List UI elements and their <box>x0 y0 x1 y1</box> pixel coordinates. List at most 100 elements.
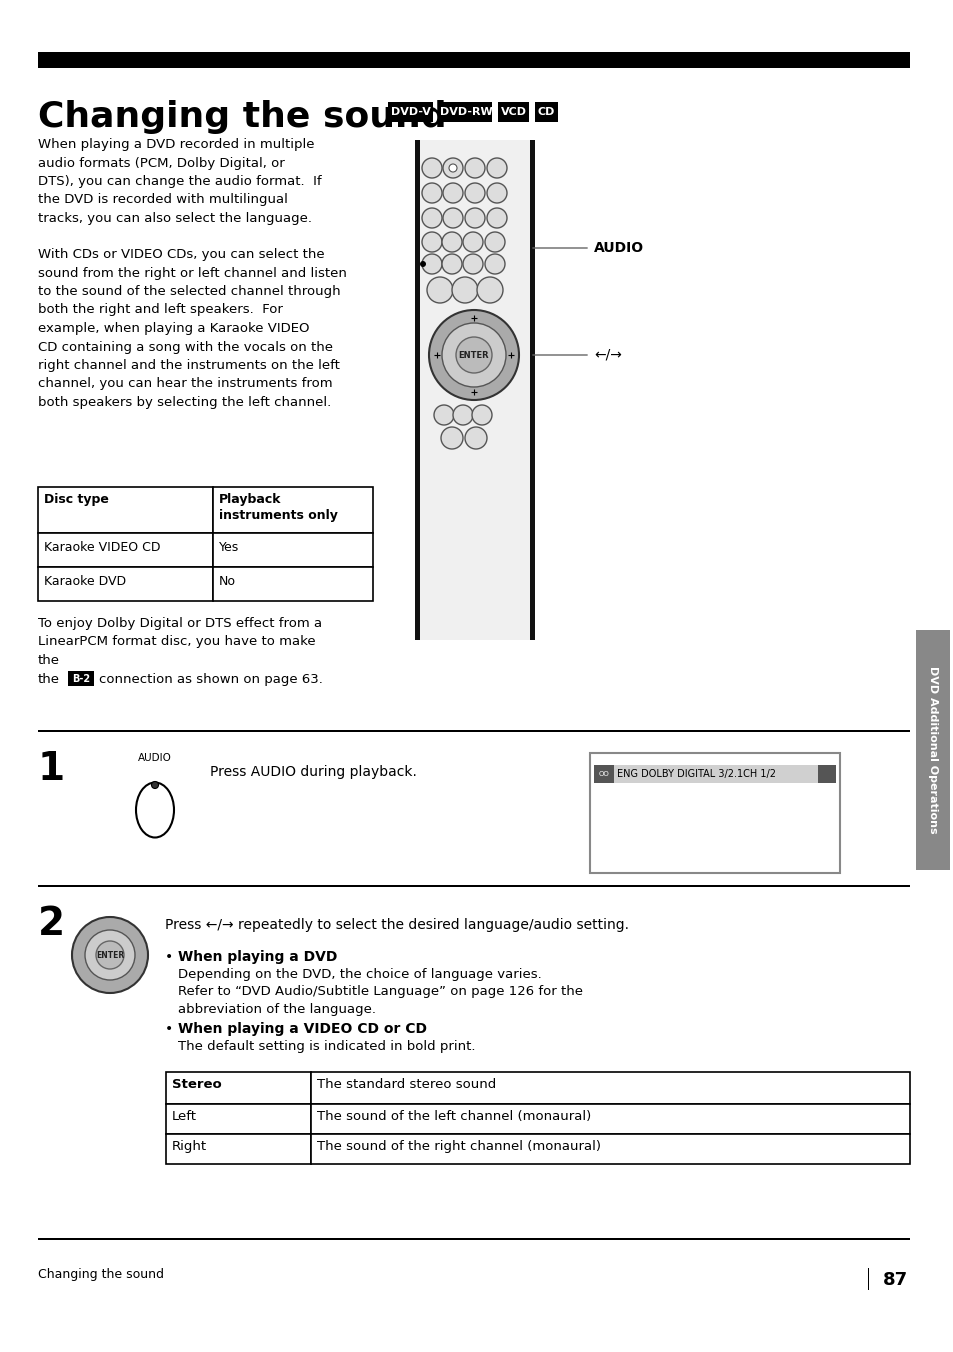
Circle shape <box>486 183 506 203</box>
Circle shape <box>441 254 461 274</box>
Circle shape <box>464 427 486 449</box>
Circle shape <box>484 233 504 251</box>
Text: Karaoke DVD: Karaoke DVD <box>44 575 126 588</box>
Text: Changing the sound: Changing the sound <box>38 100 446 134</box>
Circle shape <box>464 158 484 178</box>
Text: When playing a VIDEO CD or CD: When playing a VIDEO CD or CD <box>178 1022 427 1036</box>
Bar <box>594 765 614 783</box>
Bar <box>68 671 94 685</box>
Text: With CDs or VIDEO CDs, you can select the
sound from the right or left channel a: With CDs or VIDEO CDs, you can select th… <box>38 247 347 410</box>
Bar <box>915 630 949 869</box>
Text: Left: Left <box>172 1110 196 1124</box>
Bar <box>388 101 433 122</box>
Circle shape <box>486 158 506 178</box>
Text: Yes: Yes <box>219 541 239 554</box>
Text: ENTER: ENTER <box>458 350 489 360</box>
Text: Disc type: Disc type <box>44 493 109 506</box>
Circle shape <box>452 277 477 303</box>
Circle shape <box>442 183 462 203</box>
Bar <box>530 141 535 639</box>
Bar <box>213 533 373 566</box>
Text: •: • <box>165 1022 173 1036</box>
Circle shape <box>152 781 158 788</box>
Text: Playback
instruments only: Playback instruments only <box>219 493 337 522</box>
Text: DVD-V: DVD-V <box>391 107 430 118</box>
Circle shape <box>442 208 462 228</box>
Circle shape <box>484 254 504 274</box>
Text: DVD Additional Operations: DVD Additional Operations <box>927 667 937 834</box>
Circle shape <box>71 917 148 992</box>
Text: VCD: VCD <box>500 107 526 118</box>
Text: OO: OO <box>598 771 609 777</box>
Text: AUDIO: AUDIO <box>138 753 172 763</box>
Text: No: No <box>219 575 235 588</box>
Circle shape <box>462 233 482 251</box>
Circle shape <box>462 254 482 274</box>
Text: Depending on the DVD, the choice of language varies.
Refer to “DVD Audio/Subtitl: Depending on the DVD, the choice of lang… <box>178 968 582 1015</box>
Text: To enjoy Dolby Digital or DTS effect from a
LinearPCM format disc, you have to m: To enjoy Dolby Digital or DTS effect fro… <box>38 617 322 667</box>
Circle shape <box>456 337 492 373</box>
Bar <box>311 1134 909 1164</box>
Bar <box>439 101 492 122</box>
Circle shape <box>421 208 441 228</box>
Circle shape <box>464 183 484 203</box>
Text: The sound of the left channel (monaural): The sound of the left channel (monaural) <box>316 1110 591 1124</box>
Bar <box>419 141 530 639</box>
Circle shape <box>486 208 506 228</box>
Bar <box>38 51 909 68</box>
Text: Changing the sound: Changing the sound <box>38 1268 164 1280</box>
Text: the: the <box>38 673 60 685</box>
Text: Right: Right <box>172 1140 207 1153</box>
Bar <box>38 730 909 731</box>
Bar <box>589 753 840 873</box>
Text: ENTER: ENTER <box>95 950 124 960</box>
Bar <box>166 1072 311 1105</box>
Bar <box>38 533 213 566</box>
Text: 2: 2 <box>38 904 65 942</box>
Ellipse shape <box>136 783 173 837</box>
Bar <box>535 101 558 122</box>
Text: Stereo: Stereo <box>172 1078 221 1091</box>
Bar <box>166 1134 311 1164</box>
Text: CD: CD <box>537 107 555 118</box>
Text: When playing a DVD recorded in multiple
audio formats (PCM, Dolby Digital, or
DT: When playing a DVD recorded in multiple … <box>38 138 321 224</box>
Bar <box>498 101 529 122</box>
Bar <box>38 566 213 602</box>
Text: The default setting is indicated in bold print.: The default setting is indicated in bold… <box>178 1040 475 1053</box>
Text: Press AUDIO during playback.: Press AUDIO during playback. <box>210 765 416 779</box>
Bar <box>38 1238 909 1240</box>
Bar <box>311 1072 909 1105</box>
Text: The standard stereo sound: The standard stereo sound <box>316 1078 496 1091</box>
Text: Press ←/→ repeatedly to select the desired language/audio setting.: Press ←/→ repeatedly to select the desir… <box>165 918 628 932</box>
Circle shape <box>476 277 502 303</box>
Bar <box>38 487 213 533</box>
Text: •: • <box>165 950 173 964</box>
Text: Karaoke VIDEO CD: Karaoke VIDEO CD <box>44 541 160 554</box>
Circle shape <box>449 164 456 172</box>
Text: AUDIO: AUDIO <box>594 241 643 256</box>
Text: The sound of the right channel (monaural): The sound of the right channel (monaural… <box>316 1140 600 1153</box>
Circle shape <box>96 941 124 969</box>
Circle shape <box>442 158 462 178</box>
Circle shape <box>85 930 135 980</box>
Circle shape <box>472 406 492 425</box>
Text: ←/→: ←/→ <box>594 347 621 362</box>
Text: DVD-RW: DVD-RW <box>439 107 492 118</box>
Text: connection as shown on page 63.: connection as shown on page 63. <box>99 673 322 685</box>
Bar <box>213 487 373 533</box>
Bar <box>415 141 419 639</box>
Bar <box>311 1105 909 1134</box>
Text: 1: 1 <box>38 750 65 788</box>
Bar <box>867 1268 868 1290</box>
Text: ENG DOLBY DIGITAL 3/2.1CH 1/2: ENG DOLBY DIGITAL 3/2.1CH 1/2 <box>617 769 775 779</box>
Circle shape <box>441 323 505 387</box>
Circle shape <box>421 254 441 274</box>
Circle shape <box>419 261 426 266</box>
Text: When playing a DVD: When playing a DVD <box>178 950 337 964</box>
Bar <box>213 566 373 602</box>
Bar <box>594 765 835 783</box>
Text: B-2: B-2 <box>71 673 90 684</box>
Circle shape <box>427 277 453 303</box>
Circle shape <box>434 406 454 425</box>
Circle shape <box>421 158 441 178</box>
